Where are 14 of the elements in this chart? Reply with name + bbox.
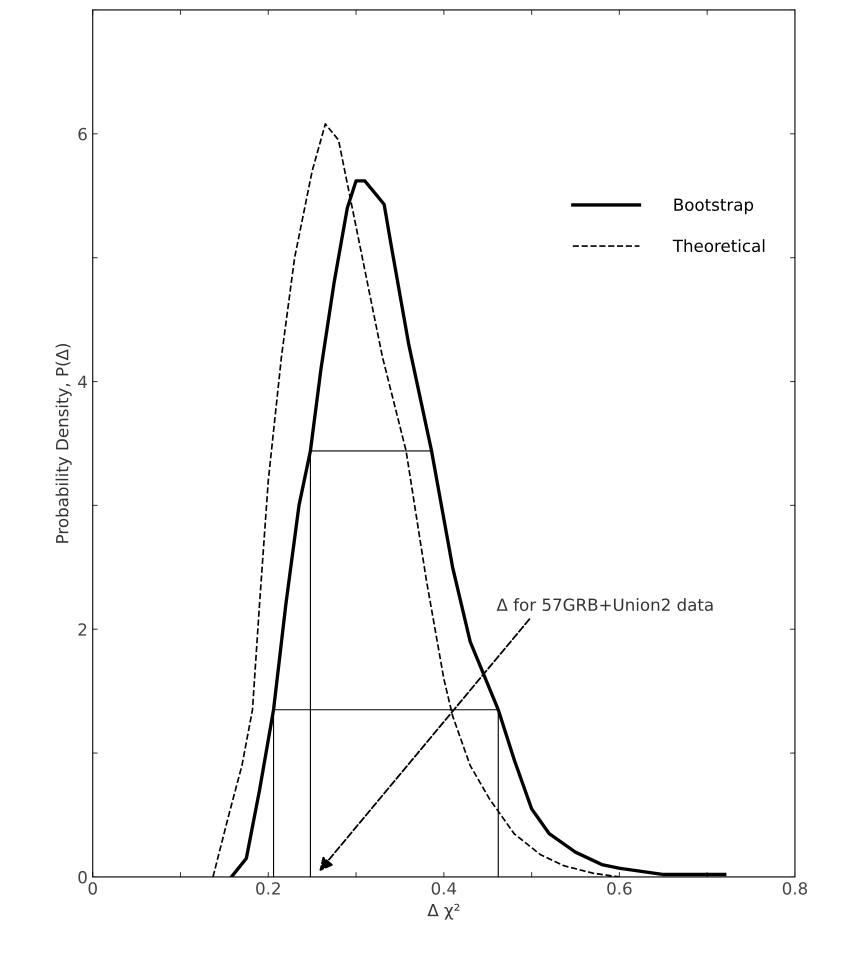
y-tick-label: 4: [78, 376, 87, 388]
x-tick-label: 0: [88, 882, 97, 895]
annotation: Δ for 57GRB+Union2 data: [496, 598, 713, 612]
x-axis-title: Δ χ²: [427, 904, 460, 920]
legend-label: Bootstrap: [674, 198, 754, 214]
x-tick-label: 0.8: [782, 882, 808, 895]
x-tick-label: 0.6: [607, 882, 632, 895]
x-tick-label: 0.4: [432, 882, 456, 895]
y-axis-title: Probability Density, P(Δ): [56, 344, 72, 543]
y-tick-label: 6: [78, 128, 87, 140]
y-tick-label: 0: [78, 870, 87, 884]
x-tick-label: 0.2: [256, 882, 280, 895]
legend-label: Theoretical: [672, 239, 764, 252]
y-tick-label: 2: [78, 623, 86, 636]
